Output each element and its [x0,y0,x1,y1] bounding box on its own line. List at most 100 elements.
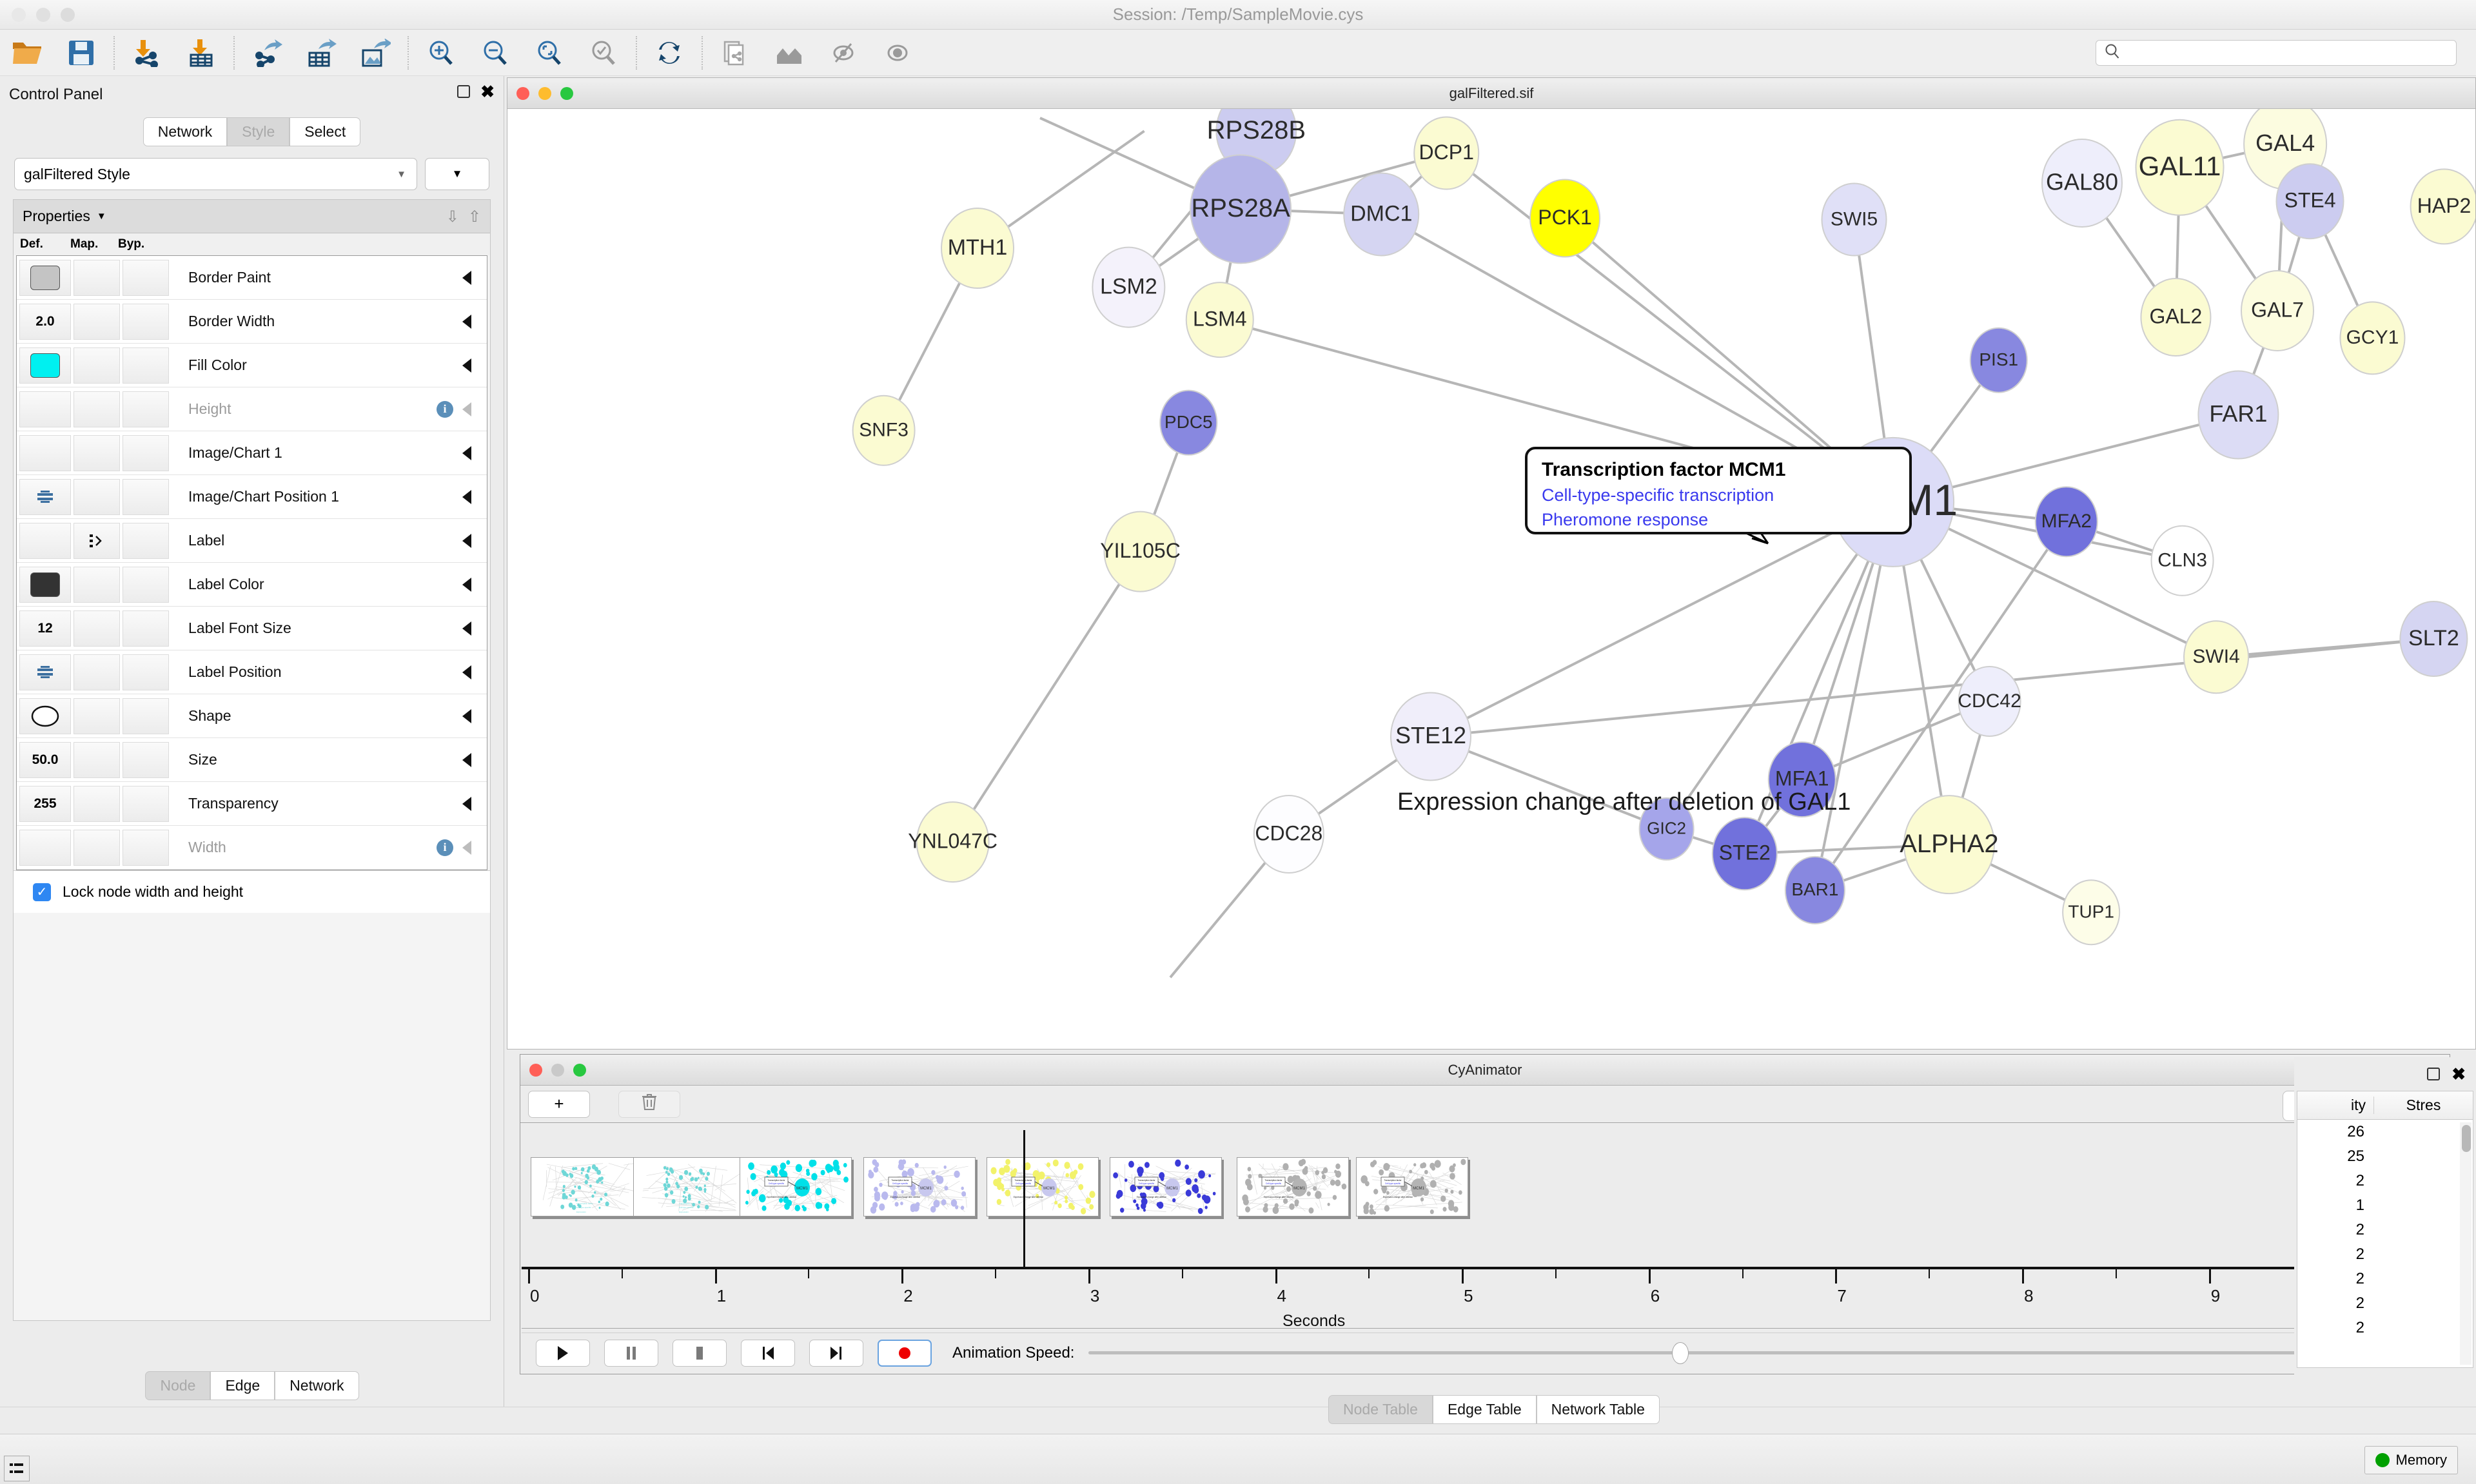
property-default-cell[interactable]: 2.0 [19,303,71,340]
close-panel-button[interactable]: ✖ [480,82,495,101]
node-shape[interactable] [1903,795,1995,895]
property-default-cell[interactable] [19,698,71,734]
property-bypass-cell[interactable] [123,654,169,690]
node-shape[interactable] [1711,817,1778,891]
frame-strip[interactable]: Transcription factor Cell-type-specific Ex… [522,1157,2318,1260]
network-node[interactable]: HAP2 [2410,168,2475,245]
node-shape[interactable] [1958,665,2021,737]
property-row[interactable]: Border Paint [17,256,487,300]
network-node[interactable]: SLT2 [2399,601,2468,677]
table-row[interactable]: 2 [2297,1242,2473,1267]
refresh-layout-icon[interactable] [642,30,696,76]
property-row[interactable]: Image/Chart Position 1 [17,475,487,519]
new-network-icon[interactable] [708,30,762,76]
add-frame-button[interactable]: + [528,1090,590,1118]
pause-button[interactable] [604,1339,658,1367]
node-shape[interactable] [1390,692,1471,781]
property-bypass-cell[interactable] [123,391,169,427]
property-bypass-cell[interactable] [123,566,169,603]
expand-property-arrow-icon[interactable] [462,270,471,285]
column-header-stress[interactable]: Stres [2373,1097,2473,1114]
property-row[interactable]: Image/Chart 1 [17,431,487,475]
network-node[interactable]: STE2 [1711,817,1778,891]
node-shape[interactable] [1784,855,1845,924]
annotation-callout[interactable]: Transcription factor MCM1 Cell-type-spec… [1525,447,1912,534]
property-bypass-cell[interactable] [123,610,169,647]
node-shape[interactable] [2339,301,2406,375]
node-shape[interactable] [2399,601,2468,677]
minimize-cyanimator-button[interactable] [551,1063,564,1077]
node-shape[interactable] [1767,741,1836,818]
table-row[interactable]: 2 [2297,1218,2473,1242]
save-session-icon[interactable] [54,30,108,76]
playhead-marker[interactable] [1023,1130,1025,1269]
expand-property-arrow-icon[interactable] [462,708,471,723]
expand-property-arrow-icon[interactable] [462,577,471,592]
float-table-panel-button[interactable] [2427,1068,2441,1080]
show-selected-icon[interactable] [870,30,925,76]
network-node[interactable]: FAR1 [2197,370,2279,460]
network-node[interactable]: ALPHA2 [1900,795,1999,895]
table-row[interactable]: 26 [2297,1120,2473,1144]
property-row[interactable]: Label Color [17,563,487,607]
network-node[interactable]: PDC5 [1159,389,1218,456]
hide-selected-icon[interactable] [816,30,870,76]
node-shape[interactable] [1343,172,1420,257]
node-shape[interactable] [2241,269,2314,351]
property-row[interactable]: Shape [17,694,487,738]
network-node[interactable]: GAL7 [2241,269,2314,351]
record-button[interactable] [878,1339,932,1367]
tab-network[interactable]: Network [142,117,228,146]
collapse-all-icon[interactable]: ⇧ [467,208,481,226]
network-node[interactable]: MFA1 [1767,741,1836,818]
expand-all-icon[interactable]: ⇩ [446,208,459,226]
property-mapping-cell[interactable] [74,434,120,471]
property-bypass-cell[interactable] [123,785,169,822]
network-node[interactable]: MFA2 [2034,486,2098,558]
zoom-selected-icon[interactable] [576,30,631,76]
export-table-icon[interactable] [294,30,348,76]
network-node[interactable]: LSM4 [1185,282,1254,358]
expand-property-arrow-icon[interactable] [462,796,471,811]
network-node[interactable]: CDC42 [1958,665,2021,737]
property-default-cell[interactable] [19,347,71,384]
tab-node[interactable]: Node [145,1371,211,1400]
task-list-button[interactable] [4,1456,30,1481]
float-panel-button[interactable] [457,85,471,98]
expand-property-arrow-icon[interactable] [462,445,471,460]
node-table-grid[interactable]: ity Stres 26 25 2 1 2 2 2 2 2 [2297,1091,2473,1368]
close-window-button[interactable] [12,8,26,22]
search-input[interactable] [2121,42,2443,64]
animation-timeline[interactable]: Transcription factor Cell-type-specific Ex… [522,1124,2318,1329]
network-node[interactable]: LSM2 [1092,246,1166,328]
node-shape[interactable] [2197,370,2279,460]
node-shape[interactable] [2062,879,2121,946]
network-edge[interactable] [1665,501,1894,830]
property-default-cell[interactable] [19,391,71,427]
property-bypass-cell[interactable] [123,698,169,734]
network-node[interactable]: STE4 [2275,163,2344,240]
network-node[interactable]: SWI5 [1821,182,1887,257]
table-row[interactable]: 2 [2297,1169,2473,1193]
expand-property-arrow-icon[interactable] [462,840,471,855]
property-row[interactable]: Width i [17,826,487,870]
network-node[interactable]: SNF3 [852,395,916,466]
network-node[interactable]: PIS1 [1969,327,2028,393]
tab-network-table[interactable]: Network Table [1536,1395,1660,1424]
network-edge[interactable] [1814,521,2068,891]
network-node[interactable]: GIC2 [1638,797,1695,861]
property-default-cell[interactable] [19,829,71,866]
property-bypass-cell[interactable] [123,303,169,340]
property-row[interactable]: Fill Color [17,344,487,387]
network-node[interactable]: DCP1 [1413,116,1480,190]
property-mapping-cell[interactable] [74,566,120,603]
property-default-cell[interactable]: 12 [19,610,71,647]
property-row[interactable]: Label [17,519,487,563]
node-shape[interactable] [2410,168,2475,245]
chevron-down-icon[interactable]: ▼ [96,211,106,222]
tab-node-table[interactable]: Node Table [1328,1395,1433,1424]
network-edge[interactable] [1430,735,1667,830]
network-node[interactable]: BAR1 [1784,855,1845,924]
expand-property-arrow-icon[interactable] [462,358,471,373]
